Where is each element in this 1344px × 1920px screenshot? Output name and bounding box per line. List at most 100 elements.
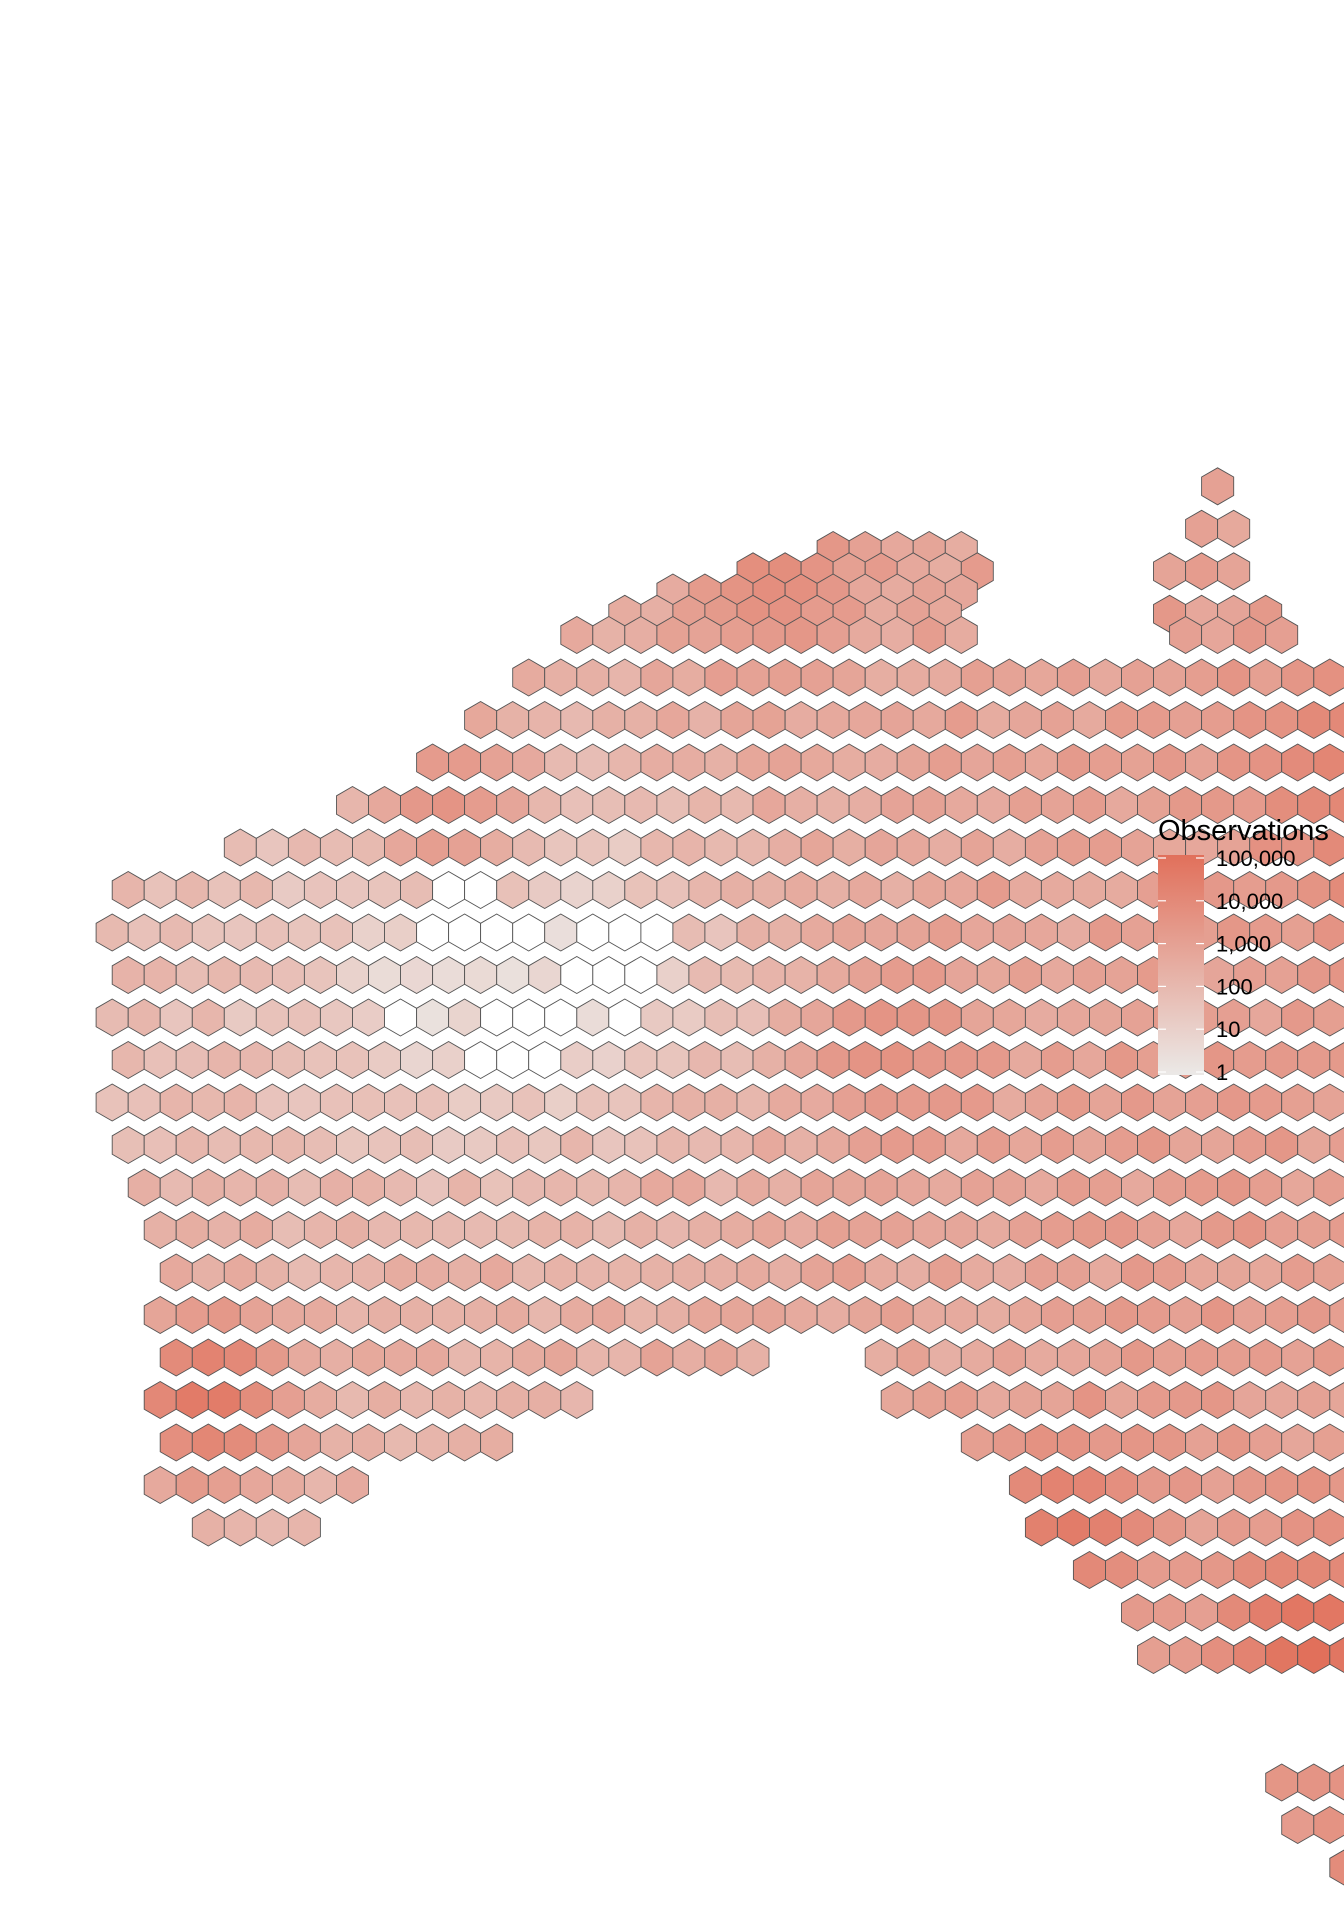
hex-bin — [368, 1380, 401, 1420]
hex-bin — [1040, 870, 1074, 910]
hex-bin — [816, 955, 850, 995]
hex-bin — [752, 1125, 786, 1165]
hex-bin — [1040, 700, 1074, 740]
hex-bin — [352, 1423, 385, 1462]
hex-bin — [1008, 1295, 1042, 1335]
hex-bin — [448, 743, 482, 782]
hex-bin — [688, 1295, 722, 1335]
hex-bin — [496, 1040, 530, 1080]
hex-bin — [880, 785, 914, 825]
hex-bin — [992, 1338, 1026, 1377]
hex-bin — [1249, 658, 1283, 697]
hex-bin — [800, 913, 834, 952]
hex-bin — [1105, 1210, 1138, 1250]
hex-bin — [544, 913, 578, 952]
hex-bin — [848, 700, 882, 740]
hex-bin — [944, 1125, 978, 1165]
hex-bin — [159, 1083, 193, 1122]
hex-bin — [1153, 743, 1187, 782]
hex-bin — [271, 1125, 305, 1165]
hex-bin — [1249, 1508, 1283, 1547]
hex-bin — [1137, 1465, 1171, 1505]
hex-bin — [784, 870, 818, 910]
hex-bin — [1185, 1338, 1219, 1377]
hex-bin — [720, 1125, 754, 1165]
hex-bin — [319, 913, 353, 952]
hex-bin — [832, 1253, 866, 1292]
hex-bin-layer — [95, 467, 1344, 1886]
hex-bin — [207, 1125, 241, 1165]
hex-bin — [592, 1125, 626, 1165]
hex-bin — [784, 700, 818, 740]
hex-bin — [1089, 1168, 1122, 1207]
hex-bin — [175, 1380, 209, 1420]
hex-bin — [400, 785, 434, 825]
hex-bin — [960, 1338, 994, 1377]
hex-bin — [960, 1423, 994, 1462]
hex-bin — [1265, 1380, 1299, 1420]
hex-bin — [255, 1338, 289, 1377]
hex-bin — [1105, 955, 1138, 995]
hex-bin — [1249, 1168, 1283, 1207]
hex-bin — [736, 658, 770, 697]
hex-bin — [480, 828, 514, 867]
hex-bin — [448, 1168, 482, 1207]
hex-bin — [352, 913, 385, 952]
hex-bin — [1121, 1508, 1154, 1547]
hex-bin — [432, 1380, 466, 1420]
hex-bin — [688, 870, 722, 910]
hex-bin — [496, 1295, 530, 1335]
hex-bin — [352, 1168, 385, 1207]
hex-bin — [287, 998, 321, 1037]
hex-bin — [432, 1125, 466, 1165]
hex-bin — [976, 785, 1010, 825]
hex-bin — [1072, 1380, 1106, 1420]
hex-bin — [400, 1380, 434, 1420]
hex-bin — [800, 1083, 834, 1122]
hex-bin — [1121, 1338, 1154, 1377]
hex-bin — [400, 1295, 434, 1335]
hex-bin — [960, 1083, 994, 1122]
hex-bin — [1056, 828, 1090, 867]
hex-bin — [624, 785, 658, 825]
hex-bin — [464, 700, 498, 740]
hex-bin — [1313, 1805, 1344, 1845]
hex-bin — [400, 1210, 434, 1250]
hex-bin — [1040, 1125, 1074, 1165]
hex-bin — [464, 1040, 498, 1080]
hex-bin — [368, 1210, 401, 1250]
hex-bin — [560, 1210, 594, 1250]
hex-bin — [944, 1380, 978, 1420]
hex-bin — [816, 1295, 850, 1335]
hex-bin — [912, 1210, 946, 1250]
hex-bin — [207, 1465, 241, 1505]
hex-bin — [1105, 700, 1138, 740]
hex-bin — [976, 700, 1010, 740]
hex-bin — [1329, 1849, 1344, 1886]
hex-bin — [127, 913, 161, 952]
hex-bin — [1185, 509, 1219, 548]
hex-bin — [1105, 1380, 1138, 1420]
hex-bin — [640, 658, 674, 697]
hex-bin — [880, 1040, 914, 1080]
hex-bin — [1089, 1253, 1122, 1292]
hex-bin — [352, 1253, 385, 1292]
hex-bin — [368, 870, 401, 910]
hex-bin — [400, 1040, 434, 1080]
hex-bin — [175, 1040, 209, 1080]
hex-bin — [864, 998, 898, 1037]
hex-bin — [1329, 1637, 1344, 1673]
hex-bin — [624, 700, 658, 740]
hex-bin — [544, 828, 578, 867]
hex-bin — [720, 785, 754, 825]
hex-bin — [1249, 998, 1283, 1037]
hex-bin — [239, 1465, 273, 1505]
hex-bin — [239, 1040, 273, 1080]
hex-bin — [1137, 1550, 1171, 1590]
hex-bin — [560, 615, 594, 655]
hex-bin — [1281, 743, 1315, 782]
hex-bin — [896, 998, 930, 1037]
legend-tick-label: 1 — [1216, 1060, 1228, 1085]
hex-bin — [528, 870, 562, 910]
hex-bin — [992, 1083, 1026, 1122]
